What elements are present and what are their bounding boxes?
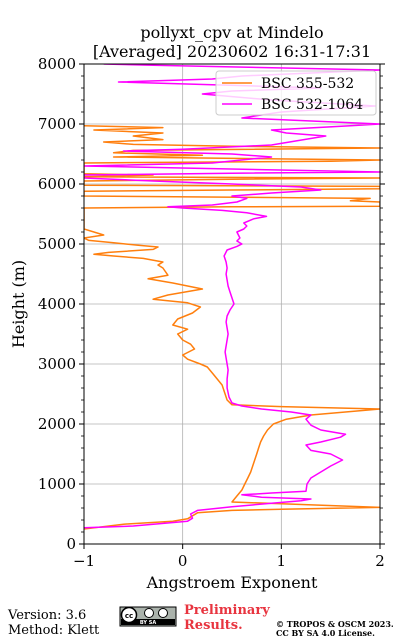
grid-lines — [83, 63, 381, 545]
y-tick-label-6: 6000 — [38, 175, 76, 193]
plot-lines — [84, 64, 380, 530]
x-tick-label-0: −1 — [73, 552, 95, 570]
series-line-bsc-355-532 — [84, 125, 380, 530]
svg-text:cc: cc — [125, 612, 133, 620]
y-tick-label-1: 1000 — [38, 475, 76, 493]
y-tick-label-7: 7000 — [38, 115, 76, 133]
legend-label-bsc-532-1064: BSC 532-1064 — [261, 97, 363, 113]
chart-title-line2: [Averaged] 20230602 16:31-17:31 — [93, 42, 371, 61]
legend-box — [215, 70, 377, 116]
cc-badge-text: BY SA — [140, 620, 157, 626]
y-tick-label-5: 5000 — [38, 235, 76, 253]
copyright-text: © TROPOS & OSCM 2023. — [276, 619, 394, 629]
y-tick-label-8: 8000 — [38, 55, 76, 73]
version-text: Version: 3.6 — [7, 608, 86, 623]
license-text: CC BY SA 4.0 License. — [276, 628, 375, 638]
cc-by-sa-icon: cc BY SA — [119, 606, 177, 627]
x-tick-label-1: 0 — [178, 552, 188, 570]
y-ticks: 0 1000 2000 3000 4000 5000 6000 7000 8000 — [38, 55, 385, 553]
method-text: Method: Klett — [8, 623, 100, 638]
preliminary-line2: Results. — [184, 618, 243, 633]
y-tick-label-4: 4000 — [38, 295, 76, 313]
legend-label-bsc-355-532: BSC 355-532 — [261, 76, 354, 92]
y-tick-label-2: 2000 — [38, 415, 76, 433]
y-tick-label-3: 3000 — [38, 355, 76, 373]
chart-title-line1: pollyxt_cpv at Mindelo — [140, 23, 323, 42]
x-tick-label-3: 2 — [375, 552, 385, 570]
y-axis-label: Height (m) — [9, 260, 28, 348]
x-ticks: −1 0 1 2 — [73, 544, 385, 570]
legend: BSC 355-532 BSC 532-1064 — [215, 70, 377, 116]
x-tick-label-2: 1 — [277, 552, 287, 570]
x-axis-label: Angstroem Exponent — [146, 573, 318, 592]
y-tick-label-0: 0 — [66, 535, 76, 553]
series-line-bsc-532-1064 — [84, 64, 380, 529]
preliminary-line1: Preliminary — [184, 603, 270, 618]
